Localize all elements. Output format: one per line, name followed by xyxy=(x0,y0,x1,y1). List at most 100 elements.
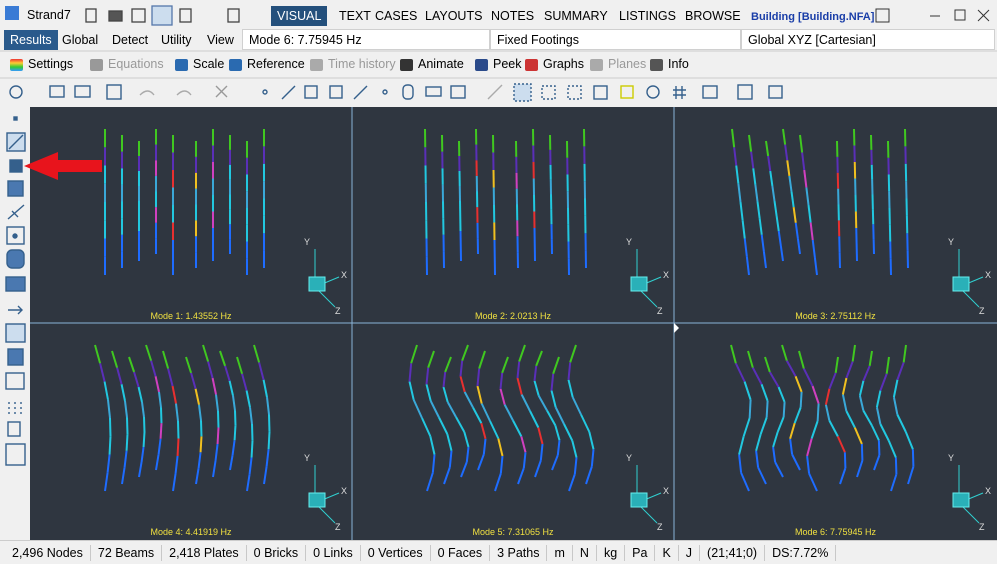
status-item: 0 Faces xyxy=(431,545,490,561)
beam xyxy=(178,439,179,457)
window-controls[interactable] xyxy=(876,9,989,22)
axis-label: X xyxy=(341,270,347,280)
beam xyxy=(862,444,863,461)
beam xyxy=(127,434,128,451)
menu-tab[interactable]: CASES xyxy=(369,6,423,26)
ucs-selector[interactable]: Global XYZ [Cartesian] xyxy=(741,29,995,50)
axis-label: X xyxy=(985,270,991,280)
axis-label: Z xyxy=(979,522,985,532)
tool-icon xyxy=(475,59,488,71)
beam xyxy=(750,400,751,418)
status-item: J xyxy=(679,545,700,561)
beam xyxy=(201,436,202,452)
triad-cube xyxy=(631,493,647,507)
menu-tab[interactable]: NOTES xyxy=(485,6,540,26)
viewport[interactable]: Y X Z Mode 1: 1.43552 Hz Y X Z Mode 2: 2.0213 H… xyxy=(30,107,997,540)
menu-tab[interactable]: SUMMARY xyxy=(538,6,614,26)
triad-cube xyxy=(953,493,969,507)
ribbon-tab[interactable]: Utility xyxy=(155,30,198,50)
beam xyxy=(818,404,819,422)
tool-icon xyxy=(90,59,103,71)
menu-tab[interactable]: LAYOUTS xyxy=(419,6,488,26)
results-tool[interactable]: Info xyxy=(668,57,689,71)
axis-label: Z xyxy=(657,522,663,532)
menu-tab[interactable]: LISTINGS xyxy=(613,6,682,26)
tool-icon xyxy=(229,59,242,71)
status-item: (21;41;0) xyxy=(700,545,765,561)
status-item: N xyxy=(573,545,597,561)
axis-label: Y xyxy=(626,453,632,463)
beam xyxy=(896,458,897,475)
mode-label: Mode 5: 7.31065 Hz xyxy=(472,527,554,537)
tool-icon xyxy=(310,59,323,71)
results-tool[interactable]: Animate xyxy=(418,57,464,71)
results-tool[interactable]: Equations xyxy=(108,57,164,71)
results-tool[interactable]: Settings xyxy=(28,57,73,71)
beam xyxy=(801,392,802,408)
beam xyxy=(767,401,768,418)
status-item: m xyxy=(547,545,572,561)
beam xyxy=(218,428,219,445)
mode-label: Mode 2: 2.0213 Hz xyxy=(475,311,552,321)
results-tool[interactable]: Time history xyxy=(328,57,396,71)
status-item: 2,418 Plates xyxy=(162,545,247,561)
status-item: 3 Paths xyxy=(490,545,547,561)
file-title: Building [Building.NFA] xyxy=(751,11,874,23)
beam xyxy=(879,440,880,455)
beam xyxy=(110,436,111,454)
mode-selector[interactable]: Mode 6: 7.75945 Hz xyxy=(242,29,490,50)
mode-label: Mode 1: 1.43552 Hz xyxy=(150,311,232,321)
results-tool[interactable]: Scale xyxy=(193,57,224,71)
results-tool[interactable]: Reference xyxy=(247,57,305,71)
tool-icon xyxy=(10,59,23,71)
tool-icon xyxy=(650,59,663,71)
menu-tab[interactable]: VISUAL xyxy=(271,6,327,26)
status-item: 2,496 Nodes xyxy=(0,545,91,561)
axis-label: X xyxy=(985,486,991,496)
axis-label: Y xyxy=(948,237,954,247)
results-tool[interactable]: Planes xyxy=(608,57,646,71)
status-item: Pa xyxy=(625,545,655,561)
status-item: 0 Bricks xyxy=(247,545,306,561)
beam xyxy=(913,449,914,466)
status-item: 0 Links xyxy=(306,545,361,561)
ribbon-tab[interactable]: View xyxy=(201,30,240,50)
axis-label: Y xyxy=(304,237,310,247)
app-icon xyxy=(5,6,19,20)
results-tool[interactable]: Peek xyxy=(493,57,522,71)
triad-cube xyxy=(309,277,325,291)
axis-label: Z xyxy=(335,522,341,532)
freedom-selector[interactable]: Fixed Footings xyxy=(490,29,741,50)
axis-label: X xyxy=(663,270,669,280)
ribbon-tab[interactable]: Results xyxy=(4,30,58,50)
axis-label: X xyxy=(341,486,347,496)
tool-icon xyxy=(175,59,188,71)
status-item: kg xyxy=(597,545,625,561)
axis-label: Y xyxy=(626,237,632,247)
beam xyxy=(144,432,145,447)
axis-label: Y xyxy=(948,453,954,463)
tool-icon xyxy=(525,59,538,71)
tool-icon xyxy=(590,59,603,71)
beam xyxy=(161,423,162,439)
annotation-arrow xyxy=(0,140,110,192)
axis-label: Z xyxy=(657,306,663,316)
triad-cube xyxy=(953,277,969,291)
ribbon-tab[interactable]: Detect xyxy=(106,30,154,50)
view-toolbar[interactable] xyxy=(10,84,782,101)
triad-cube xyxy=(309,493,325,507)
ribbon-tab[interactable]: Global xyxy=(56,30,104,50)
tool-icon xyxy=(400,59,413,71)
axis-label: X xyxy=(663,486,669,496)
menu-tab[interactable]: BROWSE xyxy=(679,6,747,26)
mode-label: Mode 6: 7.75945 Hz xyxy=(795,527,877,537)
axis-label: Z xyxy=(979,306,985,316)
results-tool[interactable]: Graphs xyxy=(543,57,584,71)
mode-label: Mode 3: 2.75112 Hz xyxy=(795,311,876,321)
triad-cube xyxy=(631,277,647,291)
beam xyxy=(845,452,846,468)
mode-label: Mode 4: 4.41919 Hz xyxy=(150,527,232,537)
axis-label: Y xyxy=(304,453,310,463)
